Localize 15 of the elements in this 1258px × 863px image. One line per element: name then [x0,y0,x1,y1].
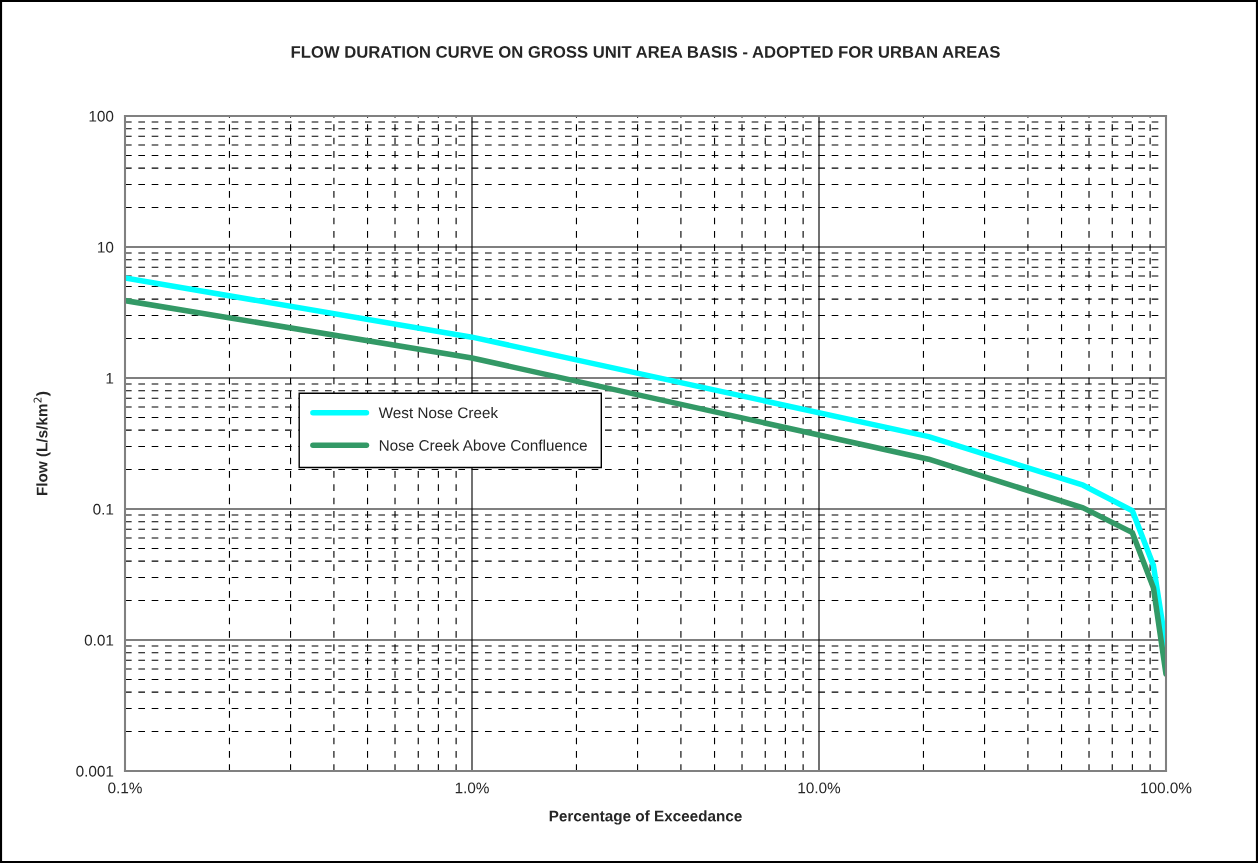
y-tick-label: 100 [89,110,114,122]
legend-label: Nose Creek Above Confluence [379,439,587,451]
y-axis-title: Flow (L/s/km$^{2}$) [33,391,51,496]
y-tick-label: 10 [98,241,114,253]
x-tick-label: 10.0% [798,782,841,794]
x-tick-label: 0.1% [108,782,142,794]
y-tick-label: 0.1 [93,503,114,515]
y-tick-label: 0.001 [76,765,114,777]
y-tick-label: 1 [106,373,114,384]
legend-label: West Nose Creek [378,406,499,419]
x-axis-title: Percentage of Exceedance [549,810,742,825]
x-tick-label: 100.0% [1141,782,1192,794]
y-tick-label: 0.01 [84,634,114,646]
chart-title: FLOW DURATION CURVE ON GROSS UNIT AREA BASIS - ADOPTED FOR URBAN AREAS [291,46,1000,58]
x-tick-label: 1.0% [455,782,489,794]
